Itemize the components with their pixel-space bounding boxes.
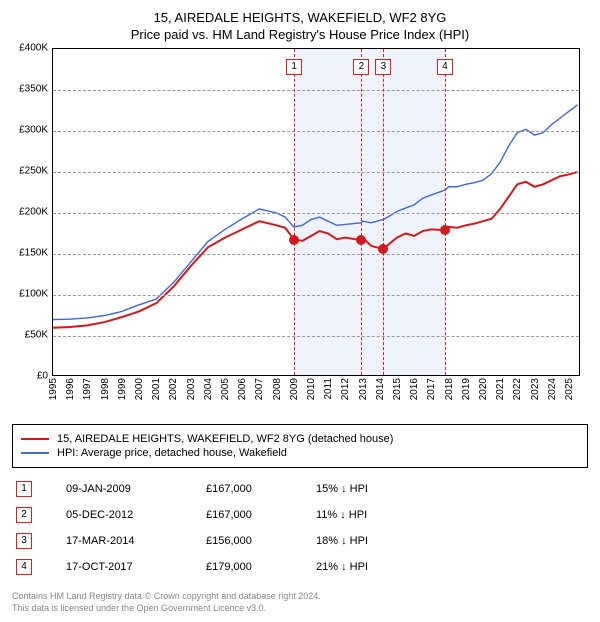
event-line — [383, 49, 384, 375]
table-row: 4 17-OCT-2017£179,00021% ↓ HPI — [12, 554, 588, 580]
gridline — [53, 131, 579, 132]
x-tick-label: 2002 — [168, 378, 179, 400]
row-date: 17-OCT-2017 — [66, 561, 206, 573]
y-tick-label: £100K — [19, 289, 48, 300]
y-tick-label: £50K — [25, 330, 48, 341]
row-marker: 2 — [16, 507, 32, 523]
x-tick-label: 2001 — [151, 378, 162, 400]
chart-title: 15, AIREDALE HEIGHTS, WAKEFIELD, WF2 8YG — [10, 10, 590, 25]
y-tick-label: £0 — [37, 371, 48, 382]
row-diff: 21% ↓ HPI — [316, 561, 426, 573]
row-marker: 3 — [16, 533, 32, 549]
x-tick-label: 2017 — [426, 378, 437, 400]
x-tick-label: 2018 — [444, 378, 455, 400]
attribution-line: This data is licensed under the Open Gov… — [12, 602, 588, 614]
x-tick-label: 2024 — [547, 378, 558, 400]
gridline — [53, 336, 579, 337]
event-marker: 4 — [437, 59, 453, 75]
sale-point — [378, 244, 388, 254]
sale-point — [289, 235, 299, 245]
row-diff: 15% ↓ HPI — [316, 483, 426, 495]
plot-area: 1 23 4 — [52, 48, 580, 376]
x-tick-label: 2023 — [530, 378, 541, 400]
x-tick-label: 2022 — [512, 378, 523, 400]
row-date: 17-MAR-2014 — [66, 535, 206, 547]
legend-swatch — [21, 452, 49, 454]
y-tick-label: £400K — [19, 43, 48, 54]
x-tick-label: 2006 — [237, 378, 248, 400]
x-tick-label: 1999 — [117, 378, 128, 400]
event-marker: 2 — [353, 59, 369, 75]
y-tick-label: £150K — [19, 248, 48, 259]
legend: 15, AIREDALE HEIGHTS, WAKEFIELD, WF2 8YG… — [12, 424, 588, 468]
x-tick-label: 2009 — [289, 378, 300, 400]
event-marker: 1 — [286, 59, 302, 75]
legend-label: HPI: Average price, detached house, Wake… — [57, 447, 287, 459]
x-tick-label: 2008 — [272, 378, 283, 400]
x-tick-label: 1996 — [65, 378, 76, 400]
event-line — [445, 49, 446, 375]
y-tick-label: £250K — [19, 166, 48, 177]
transaction-table: 109-JAN-2009£167,00015% ↓ HPI205-DEC-201… — [12, 476, 588, 580]
legend-label: 15, AIREDALE HEIGHTS, WAKEFIELD, WF2 8YG… — [57, 433, 393, 445]
x-tick-label: 2019 — [461, 378, 472, 400]
event-marker: 3 — [375, 59, 391, 75]
event-line — [294, 49, 295, 375]
row-price: £167,000 — [206, 483, 316, 495]
legend-swatch — [21, 438, 49, 440]
x-tick-label: 2020 — [478, 378, 489, 400]
y-tick-label: £200K — [19, 207, 48, 218]
legend-row: HPI: Average price, detached house, Wake… — [21, 447, 579, 459]
x-axis: 1995199619971998199920002001200220032004… — [52, 378, 582, 414]
x-tick-label: 2016 — [409, 378, 420, 400]
attribution-line: Contains HM Land Registry data © Crown c… — [12, 590, 588, 602]
y-tick-label: £350K — [19, 84, 48, 95]
x-tick-label: 1997 — [82, 378, 93, 400]
x-tick-label: 2015 — [392, 378, 403, 400]
row-marker: 1 — [16, 481, 32, 497]
sale-point — [356, 235, 366, 245]
legend-row: 15, AIREDALE HEIGHTS, WAKEFIELD, WF2 8YG… — [21, 433, 579, 445]
gridline — [53, 213, 579, 214]
row-price: £156,000 — [206, 535, 316, 547]
x-tick-label: 2013 — [358, 378, 369, 400]
attribution: Contains HM Land Registry data © Crown c… — [12, 590, 588, 614]
gridline — [53, 172, 579, 173]
row-date: 05-DEC-2012 — [66, 509, 206, 521]
x-tick-label: 2025 — [564, 378, 575, 400]
row-date: 09-JAN-2009 — [66, 483, 206, 495]
event-line — [361, 49, 362, 375]
gridline — [53, 295, 579, 296]
x-tick-label: 2000 — [134, 378, 145, 400]
x-tick-label: 2012 — [340, 378, 351, 400]
row-diff: 18% ↓ HPI — [316, 535, 426, 547]
row-price: £167,000 — [206, 509, 316, 521]
x-tick-label: 2010 — [306, 378, 317, 400]
x-tick-label: 1998 — [100, 378, 111, 400]
table-row: 3 17-MAR-2014£156,00018% ↓ HPI — [12, 528, 588, 554]
table-row: 1 09-JAN-2009£167,00015% ↓ HPI — [12, 476, 588, 502]
row-marker: 4 — [16, 559, 32, 575]
x-tick-label: 2014 — [375, 378, 386, 400]
gridline — [53, 254, 579, 255]
series-property — [53, 172, 578, 328]
y-tick-label: £300K — [19, 125, 48, 136]
x-tick-label: 2003 — [186, 378, 197, 400]
x-tick-label: 2005 — [220, 378, 231, 400]
row-diff: 11% ↓ HPI — [316, 509, 426, 521]
x-tick-label: 1995 — [48, 378, 59, 400]
x-tick-label: 2007 — [254, 378, 265, 400]
y-axis: £0£50K£100K£150K£200K£250K£300K£350K£400… — [10, 48, 50, 414]
gridline — [53, 90, 579, 91]
row-price: £179,000 — [206, 561, 316, 573]
sale-point — [440, 225, 450, 235]
x-tick-label: 2011 — [323, 378, 334, 400]
table-row: 2 05-DEC-2012£167,00011% ↓ HPI — [12, 502, 588, 528]
x-tick-label: 2021 — [495, 378, 506, 400]
chart-subtitle: Price paid vs. HM Land Registry's House … — [10, 27, 590, 42]
x-tick-label: 2004 — [203, 378, 214, 400]
